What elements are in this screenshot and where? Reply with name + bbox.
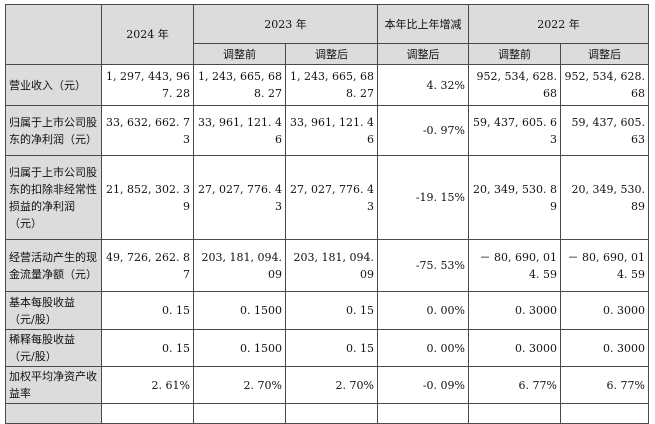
row-label [5,403,102,424]
row-label: 归属于上市公司股东的扣除非经常性损益的净利润（元） [5,155,102,240]
cell-change: -19. 15% [377,155,469,240]
cell-2022-after: 952, 534, 628. 68 [560,64,649,106]
row-label: 加权平均净资产收益率 [5,366,102,404]
cell-2023-after: 33, 961, 121. 46 [285,105,378,156]
table-row: 归属于上市公司股东的净利润（元） 33, 632, 662. 73 33, 96… [5,105,649,156]
cell-2024: 2. 61% [101,366,194,404]
cell-change: -75. 53% [377,239,469,292]
cell-change: 0. 00% [377,329,469,367]
cell-2022-before: 6. 77% [468,366,561,404]
cell-2022-before: 0. 3000 [468,291,561,330]
row-label: 归属于上市公司股东的净利润（元） [5,105,102,156]
col-2023-before: 调整前 [193,43,286,65]
cell-2024: 1, 297, 443, 967. 28 [101,64,194,106]
cell-2022-after: － 80, 690, 014. 59 [560,239,649,292]
col-2022-before: 调整前 [468,43,561,65]
col-change-after: 调整后 [377,43,469,65]
row-label: 基本每股收益（元/股） [5,291,102,330]
cell-2023-after: 1, 243, 665, 688. 27 [285,64,378,106]
cell-2023-after: 203, 181, 094. 09 [285,239,378,292]
cell-2022-before: － 80, 690, 014. 59 [468,239,561,292]
table-row: 归属于上市公司股东的扣除非经常性损益的净利润（元） 21, 852, 302. … [5,155,649,240]
cell-2023-after: 0. 15 [285,329,378,367]
cell-2022-after: 0. 3000 [560,291,649,330]
cell-2024: 0. 15 [101,291,194,330]
cell-2022-after: 20, 349, 530. 89 [560,155,649,240]
cell-2023-before: 203, 181, 094. 09 [193,239,286,292]
row-label: 营业收入（元） [5,64,102,106]
col-2023-after: 调整后 [285,43,378,65]
cell-2023-before: 0. 1500 [193,291,286,330]
cell-2023-before: 1, 243, 665, 688. 27 [193,64,286,106]
row-label: 稀释每股收益（元/股） [5,329,102,367]
cell-change: 0. 00% [377,291,469,330]
cell-2022-after: 6. 77% [560,366,649,404]
cell-2023-after: 0. 15 [285,291,378,330]
cell-2023-after: 27, 027, 776. 43 [285,155,378,240]
cell-2023-before: 33, 961, 121. 46 [193,105,286,156]
cell-2022-before: 952, 534, 628. 68 [468,64,561,106]
cell-2024: 33, 632, 662. 73 [101,105,194,156]
col-2022: 2022 年 [468,4,649,44]
header-row-adjust: 调整前 调整后 调整后 调整前 调整后 [6,43,649,65]
corner-cell [5,4,102,65]
cell-2024: 49, 726, 262. 87 [101,239,194,292]
cell-2023-after [285,403,378,424]
col-change: 本年比上年增减 [377,4,469,44]
table-row: 营业收入（元） 1, 297, 443, 967. 28 1, 243, 665… [5,64,649,106]
cell-2022-before: 0. 3000 [468,329,561,367]
table-row: 基本每股收益（元/股） 0. 15 0. 1500 0. 15 0. 00% 0… [5,291,649,330]
cell-2022-before: 20, 349, 530. 89 [468,155,561,240]
table-row: 经营活动产生的现金流量净额（元） 49, 726, 262. 87 203, 1… [5,239,649,292]
table-row [5,403,649,424]
header-row-years: 2024 年 2023 年 本年比上年增减 2022 年 [5,4,649,65]
table-row: 稀释每股收益（元/股） 0. 15 0. 1500 0. 15 0. 00% 0… [5,329,649,367]
col-2022-after: 调整后 [560,43,649,65]
cell-change: -0. 97% [377,105,469,156]
cell-2023-before: 0. 1500 [193,329,286,367]
cell-change [377,403,469,424]
col-2023: 2023 年 [193,4,378,44]
cell-2022-after: 0. 3000 [560,329,649,367]
cell-2022-after: 59, 437, 605. 63 [560,105,649,156]
cell-2023-before [193,403,286,424]
cell-2022-before [468,403,561,424]
cell-2024: 21, 852, 302. 39 [101,155,194,240]
cell-2024 [101,403,194,424]
financial-summary-table: 2024 年 2023 年 本年比上年增减 2022 年 调整前 调整后 调整后… [5,4,649,424]
cell-change: 4. 32% [377,64,469,106]
cell-2024: 0. 15 [101,329,194,367]
row-label: 经营活动产生的现金流量净额（元） [5,239,102,292]
col-2024: 2024 年 [101,4,194,65]
cell-2023-after: 2. 70% [285,366,378,404]
table-row: 加权平均净资产收益率 2. 61% 2. 70% 2. 70% -0. 09% … [5,366,649,404]
cell-change: -0. 09% [377,366,469,404]
cell-2023-before: 2. 70% [193,366,286,404]
cell-2022-before: 59, 437, 605. 63 [468,105,561,156]
cell-2022-after [560,403,649,424]
cell-2023-before: 27, 027, 776. 43 [193,155,286,240]
